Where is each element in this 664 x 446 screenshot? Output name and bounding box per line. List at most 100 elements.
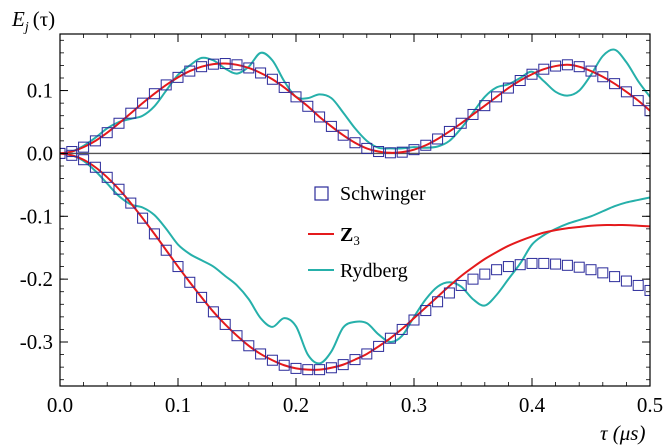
data-point-schwinger-lower [196, 291, 208, 303]
data-point-schwinger-lower [314, 364, 326, 376]
y-tick-label: -0.2 [20, 267, 53, 291]
data-point-schwinger-lower [184, 276, 196, 288]
legend-label-rydberg: Rydberg [340, 260, 408, 282]
legend-marker-schwinger [314, 186, 329, 201]
data-point-schwinger-upper [337, 129, 349, 141]
data-point-schwinger-upper [137, 97, 149, 109]
data-point-schwinger-lower [302, 364, 314, 376]
data-point-schwinger-upper [278, 81, 290, 93]
data-point-schwinger-upper [266, 73, 278, 85]
data-point-schwinger-upper [255, 67, 267, 79]
data-point-schwinger-lower [349, 354, 361, 366]
data-point-schwinger-lower [526, 257, 538, 269]
data-point-schwinger-lower [101, 171, 113, 183]
legend-label-z3-main: Z [340, 224, 353, 246]
data-point-schwinger-lower [125, 197, 137, 209]
data-point-schwinger-lower [538, 257, 550, 269]
data-point-schwinger-upper [467, 108, 479, 120]
data-point-schwinger-lower [432, 296, 444, 308]
data-point-schwinger-lower [573, 261, 585, 273]
data-point-schwinger-lower [550, 258, 562, 270]
data-point-schwinger-upper [231, 59, 243, 71]
series-line-z3-upper [60, 62, 650, 155]
data-point-schwinger-upper [361, 142, 373, 154]
data-point-schwinger-upper [78, 141, 90, 153]
data-point-schwinger-upper [609, 78, 621, 90]
x-tick-label: 0.5 [637, 393, 663, 417]
y-axis-label-sub: j [23, 20, 29, 35]
x-tick-label: 0.4 [519, 393, 546, 417]
data-point-schwinger-lower [361, 348, 373, 360]
data-point-schwinger-upper [455, 117, 467, 129]
data-point-schwinger-lower [231, 330, 243, 342]
data-point-schwinger-lower [373, 340, 385, 352]
data-point-schwinger-lower [620, 275, 632, 287]
legend: Schwinger Z3 Rydberg [308, 183, 426, 282]
data-point-schwinger-lower [78, 154, 90, 166]
data-point-schwinger-lower [514, 259, 526, 271]
data-point-schwinger-upper [550, 60, 562, 72]
data-point-schwinger-upper [573, 61, 585, 73]
data-point-schwinger-lower [561, 259, 573, 271]
data-point-schwinger-upper [561, 59, 573, 71]
data-point-schwinger-upper [184, 65, 196, 77]
plot-frame [59, 33, 651, 387]
data-point-schwinger-lower [290, 362, 302, 374]
data-point-schwinger-upper [314, 111, 326, 123]
data-point-schwinger-upper [620, 86, 632, 98]
data-point-schwinger-lower [113, 183, 125, 195]
data-series [60, 48, 650, 376]
data-point-schwinger-upper [514, 75, 526, 87]
data-point-schwinger-upper [538, 63, 550, 75]
data-point-schwinger-lower [243, 340, 255, 352]
data-point-schwinger-upper [396, 146, 408, 158]
data-point-schwinger-lower [420, 305, 432, 317]
data-point-schwinger-upper [160, 79, 172, 91]
data-point-schwinger-upper [373, 146, 385, 158]
x-tick-label: 0.3 [401, 393, 427, 417]
series-markers-schwinger-upper [60, 58, 650, 159]
x-axis-label: τ (μs) [600, 421, 645, 445]
data-point-schwinger-upper [101, 127, 113, 139]
data-point-schwinger-upper [302, 100, 314, 112]
data-point-schwinger-upper [443, 125, 455, 137]
data-point-schwinger-lower [137, 212, 149, 224]
legend-label-z3-sub: 3 [353, 233, 360, 248]
y-tick-label: -0.3 [20, 330, 53, 354]
y-axis-label: Ej (τ) [11, 7, 55, 35]
data-point-schwinger-lower [644, 284, 650, 296]
data-point-schwinger-lower [89, 161, 101, 173]
data-point-schwinger-lower [408, 314, 420, 326]
data-point-schwinger-upper [585, 65, 597, 77]
data-point-schwinger-lower [632, 279, 644, 291]
data-point-schwinger-lower [467, 273, 479, 285]
y-tick-label: 0.1 [27, 79, 53, 103]
data-point-schwinger-upper [89, 135, 101, 147]
data-point-schwinger-lower [479, 268, 491, 280]
y-axis-label-arg: (τ) [33, 7, 55, 31]
data-point-schwinger-upper [113, 117, 125, 129]
data-point-schwinger-lower [219, 318, 231, 330]
data-point-schwinger-lower [396, 323, 408, 335]
data-point-schwinger-upper [243, 62, 255, 74]
data-point-schwinger-upper [325, 120, 337, 132]
data-point-schwinger-upper [502, 82, 514, 94]
data-point-schwinger-upper [408, 144, 420, 156]
data-point-schwinger-upper [148, 88, 160, 100]
data-point-schwinger-upper [597, 71, 609, 83]
data-point-schwinger-lower [384, 332, 396, 344]
data-point-schwinger-lower [278, 359, 290, 371]
data-point-schwinger-upper [172, 71, 184, 83]
data-point-schwinger-lower [597, 267, 609, 279]
legend-label-z3: Z3 [340, 224, 360, 248]
data-point-schwinger-upper [420, 139, 432, 151]
data-point-schwinger-lower [609, 271, 621, 283]
data-point-schwinger-lower [337, 359, 349, 371]
data-point-schwinger-upper [349, 137, 361, 149]
x-tick-label: 0.0 [47, 393, 73, 417]
data-point-schwinger-upper [491, 91, 503, 103]
y-tick-label: 0.0 [27, 141, 53, 165]
data-point-schwinger-upper [632, 95, 644, 107]
data-point-schwinger-upper [479, 100, 491, 112]
data-point-schwinger-lower [443, 287, 455, 299]
